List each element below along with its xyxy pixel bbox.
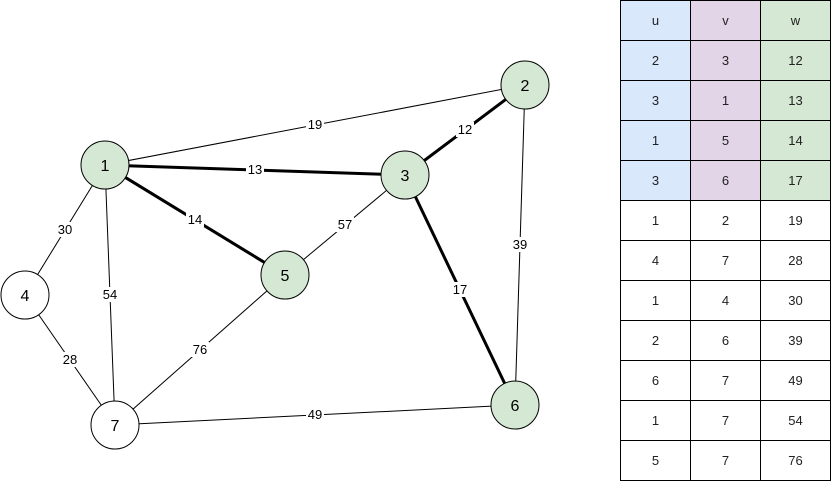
edge-weight-label: 76: [193, 342, 207, 357]
table-row: 1 7 54: [620, 400, 831, 441]
table-cell: 1: [620, 200, 691, 241]
node-6: [490, 380, 540, 430]
edge-weight-label: 14: [188, 212, 202, 227]
table-row: 1 5 14: [620, 120, 831, 161]
table-cell: 1: [620, 280, 691, 321]
table-row: 3 6 17: [620, 160, 831, 201]
node-label: 7: [111, 418, 120, 435]
edge-table: u v w 2 3 12 3 1 13 1 5 14 3 6 17 1 2 19 4 7 28 1 4 30 2 6 39 6 7 49 1…: [620, 0, 831, 481]
edge-weight-label: 28: [63, 352, 77, 367]
table-row: 4 7 28: [620, 240, 831, 281]
table-cell: 39: [760, 320, 831, 361]
edge-label-bg: [456, 122, 474, 137]
table-cell: 7: [690, 240, 761, 281]
table-cell: 6: [690, 320, 761, 361]
table-cell: 3: [620, 80, 691, 121]
edge-weight-label: 13: [248, 162, 262, 177]
edge-label-bg: [61, 352, 79, 367]
edge-weight-label: 19: [308, 117, 322, 132]
table-row: 5 7 76: [620, 440, 831, 481]
table-cell: 2: [620, 320, 691, 361]
table-cell: 7: [690, 400, 761, 441]
table-cell: 13: [760, 80, 831, 121]
node-label: 3: [401, 168, 410, 185]
table-cell: 6: [620, 360, 691, 401]
table-row: 3 1 13: [620, 80, 831, 121]
node-5: [260, 250, 310, 300]
node-4: [0, 270, 50, 320]
table-cell: 5: [620, 440, 691, 481]
node-label: 5: [281, 268, 290, 285]
node-3: [380, 150, 430, 200]
table-cell: 3: [620, 160, 691, 201]
edge-label-bg: [451, 282, 469, 297]
table-cell: 3: [690, 40, 761, 81]
edge-label-bg: [336, 217, 354, 232]
node-label: 1: [101, 158, 110, 175]
table-cell: 76: [760, 440, 831, 481]
table-cell: 19: [760, 200, 831, 241]
edge-weight-label: 54: [103, 287, 117, 302]
table-row: 6 7 49: [620, 360, 831, 401]
table-cell: 49: [760, 360, 831, 401]
table-cell: 4: [620, 240, 691, 281]
table-cell: 54: [760, 400, 831, 441]
edge-weight-label: 57: [338, 217, 352, 232]
table-cell: u: [620, 0, 691, 41]
table-cell: 1: [620, 400, 691, 441]
table-cell: 30: [760, 280, 831, 321]
node-label: 4: [21, 288, 30, 305]
edge-label-bg: [306, 407, 324, 422]
table-cell: 14: [760, 120, 831, 161]
table-row: 1 2 19: [620, 200, 831, 241]
edge-label-bg: [186, 212, 204, 227]
table-cell: v: [690, 0, 761, 41]
table-cell: 1: [620, 120, 691, 161]
table-cell: 2: [620, 40, 691, 81]
edge-label-bg: [56, 222, 74, 237]
node-2: [500, 60, 550, 110]
node-label: 6: [511, 398, 520, 415]
node-7: [90, 400, 140, 450]
table-cell: 4: [690, 280, 761, 321]
edge-label-bg: [191, 342, 209, 357]
table-cell: 5: [690, 120, 761, 161]
edge-label-bg: [511, 237, 529, 252]
table-cell: 28: [760, 240, 831, 281]
table-cell: 2: [690, 200, 761, 241]
edge-label-bg: [101, 287, 119, 302]
table-row: 1 4 30: [620, 280, 831, 321]
edge-label-bg: [306, 117, 324, 132]
edge-label-bg: [246, 162, 264, 177]
table-cell: 7: [690, 360, 761, 401]
table-cell: 1: [690, 80, 761, 121]
edge-weight-label: 39: [513, 237, 527, 252]
table-cell: 7: [690, 440, 761, 481]
edge-weight-label: 17: [453, 282, 467, 297]
table-cell: w: [760, 0, 831, 41]
edge-weight-label: 12: [458, 122, 472, 137]
table-row: 2 3 12: [620, 40, 831, 81]
edge-weight-label: 49: [308, 407, 322, 422]
table-cell: 6: [690, 160, 761, 201]
table-cell: 17: [760, 160, 831, 201]
node-label: 2: [521, 78, 530, 95]
edge-weight-label: 30: [58, 222, 72, 237]
table-row: 2 6 39: [620, 320, 831, 361]
node-1: [80, 140, 130, 190]
table-cell: 12: [760, 40, 831, 81]
